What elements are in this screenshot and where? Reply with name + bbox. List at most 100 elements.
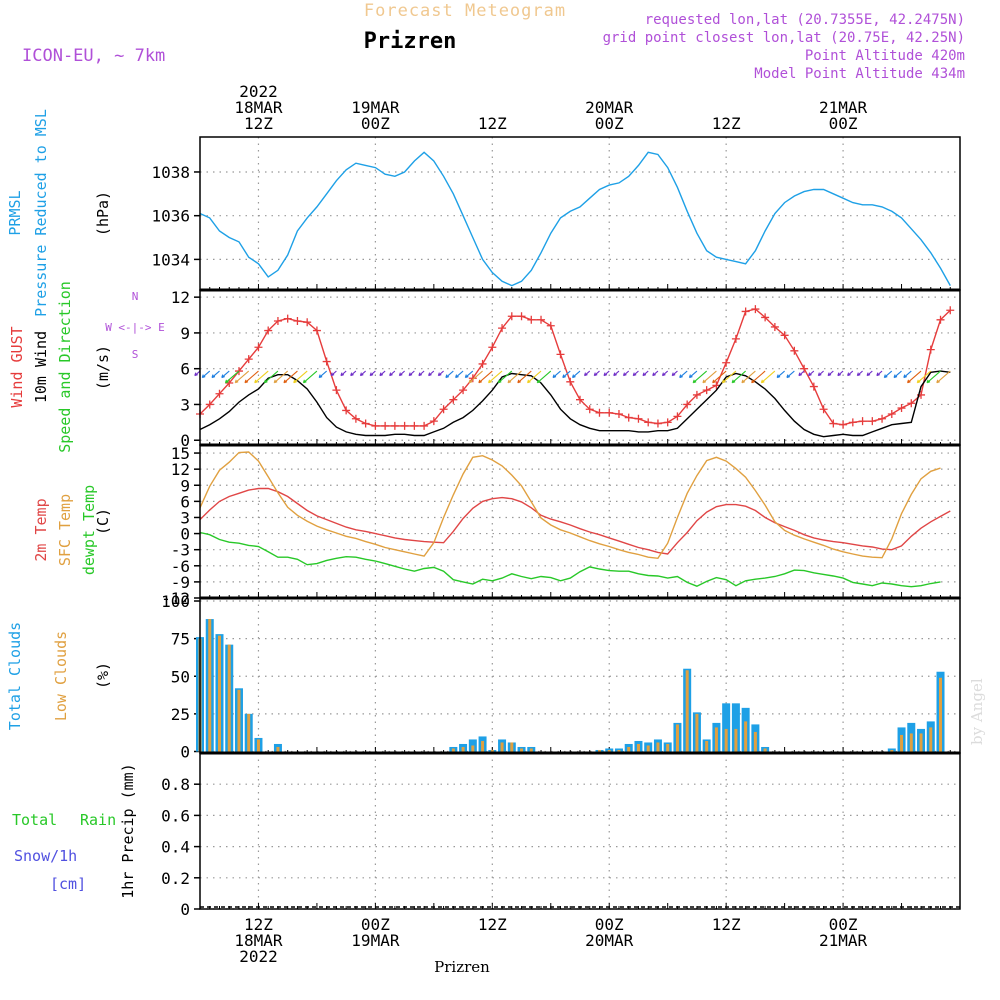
precip-panel: 0 0.2 0.4 0.6 0.8 1hr Precip (mm) — [119, 751, 961, 919]
gust-marker — [351, 414, 360, 423]
gust-marker — [722, 358, 731, 367]
bottom-axis-label: 00Z — [595, 915, 624, 934]
wind-direction-arrow — [583, 370, 591, 377]
wind-direction-arrow — [652, 370, 659, 377]
top-axis-label: 12Z — [244, 114, 273, 133]
wind-direction-arrow — [786, 370, 795, 379]
wind-direction-arrow — [468, 370, 483, 384]
wind-direction-arrow — [293, 370, 308, 384]
gust-marker — [225, 379, 234, 387]
top-axis-label: 20MAR — [585, 98, 634, 117]
model-altitude: Model Point Altitude 434m — [754, 66, 965, 82]
panel-frame — [199, 752, 961, 910]
gust-marker — [576, 395, 584, 404]
bar-total-clouds — [614, 748, 623, 752]
gust-marker — [488, 343, 497, 352]
series-line-dewpt-temp — [199, 531, 941, 588]
gust-marker — [634, 414, 643, 423]
wind-direction-arrow — [527, 370, 542, 384]
wind-direction-arrow — [692, 370, 708, 384]
gust-marker — [566, 377, 575, 386]
gust-marker — [878, 414, 887, 423]
forecast-title: Forecast Meteogram — [364, 1, 566, 21]
bar-low-clouds — [695, 713, 699, 752]
y-tick-label: 9 — [180, 476, 190, 495]
bar-low-clouds — [939, 677, 943, 752]
wind-direction-arrow — [702, 370, 717, 384]
panel-frame — [199, 136, 961, 291]
y-tick-label: 75 — [171, 630, 190, 649]
y-axis-label: 1hr Precip (mm) — [119, 763, 137, 898]
wind-direction-arrow — [478, 370, 493, 384]
bar-total-clouds — [731, 703, 740, 752]
y-tick-label: 15 — [171, 444, 190, 463]
gust-marker — [254, 343, 263, 352]
bar-low-clouds — [227, 644, 231, 752]
gust-marker — [702, 386, 711, 395]
gust-marker — [819, 405, 828, 414]
gust-marker — [829, 419, 838, 428]
gust-marker — [683, 400, 692, 409]
bar-low-clouds — [890, 749, 894, 752]
bar-low-clouds — [636, 743, 640, 752]
gust-marker — [361, 419, 370, 428]
precip-label-cm: [cm] — [50, 875, 86, 893]
precip-label-total: Total — [12, 811, 57, 829]
wind-direction-arrow — [817, 370, 824, 377]
point-altitude: Point Altitude 420m — [805, 48, 965, 64]
wind-direction-arrow — [827, 370, 834, 377]
bar-low-clouds — [675, 724, 679, 752]
gust-marker — [283, 314, 292, 323]
top-axis-label: 12Z — [478, 114, 507, 133]
gust-marker — [459, 386, 468, 395]
wind-direction-arrow — [211, 370, 220, 379]
gust-marker — [468, 374, 477, 383]
y-tick-label: -6 — [171, 557, 190, 576]
bar-low-clouds — [724, 728, 728, 752]
wind-direction-arrow — [936, 370, 951, 384]
series-line-sfc-temp — [199, 451, 941, 560]
bar-low-clouds — [607, 749, 611, 752]
bar-low-clouds — [520, 748, 524, 752]
bar-low-clouds — [490, 749, 494, 752]
wind-direction-arrow — [688, 370, 698, 379]
wind-direction-arrow — [350, 370, 357, 377]
gust-marker — [400, 421, 409, 430]
wind-direction-arrow — [760, 370, 776, 384]
y-tick-label: 0 — [180, 431, 190, 450]
wind-direction-arrow — [679, 370, 688, 379]
side-label: Pressure Reduced to MSL — [32, 109, 50, 317]
wind-direction-arrow — [798, 370, 805, 377]
wind-direction-arrow — [263, 370, 279, 384]
side-label: dewpt Temp — [80, 485, 98, 575]
gust-marker — [595, 408, 604, 417]
wind-direction-arrow — [916, 370, 932, 384]
wind-direction-arrow — [389, 370, 396, 377]
wind-direction-arrow — [562, 370, 571, 379]
gust-marker — [498, 324, 507, 333]
side-label: 2m Temp — [32, 498, 50, 561]
side-label: Total Clouds — [6, 622, 24, 730]
wind-direction-arrow — [201, 370, 211, 379]
gust-marker — [537, 315, 546, 324]
gust-marker — [449, 395, 458, 404]
bar-low-clouds — [597, 749, 601, 752]
y-tick-label: 1034 — [151, 250, 190, 269]
wind-direction-arrow — [907, 370, 922, 384]
top-axis-label: 21MAR — [819, 98, 868, 117]
gust-marker — [585, 405, 594, 414]
bottom-axis-label: 00Z — [829, 915, 858, 934]
bottom-axis-label: 00Z — [361, 915, 390, 934]
wind-direction-arrow — [776, 370, 785, 379]
gust-marker — [790, 346, 799, 355]
bar-low-clouds — [744, 721, 748, 752]
y-tick-label: 1038 — [151, 163, 190, 182]
bar-low-clouds — [461, 746, 465, 752]
bar-low-clouds — [247, 713, 251, 752]
wind-direction-arrow — [408, 370, 415, 377]
wind-direction-arrow — [593, 370, 600, 377]
y-tick-label: 1036 — [151, 207, 190, 226]
y-axis-label: (C) — [94, 508, 112, 535]
gust-marker — [653, 419, 662, 428]
